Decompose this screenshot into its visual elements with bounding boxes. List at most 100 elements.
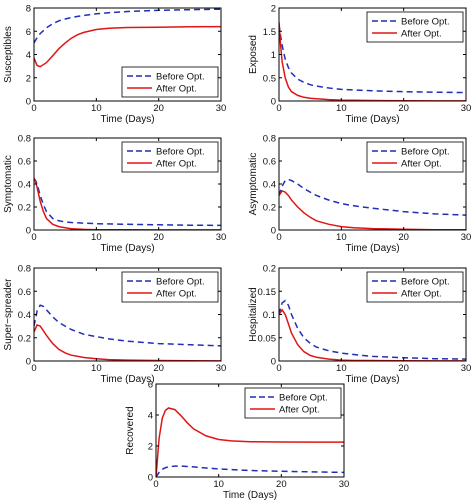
- x-tick-label: 0: [31, 232, 36, 243]
- y-tick-label: 0.4: [18, 310, 31, 321]
- y-tick-label: 0.6: [18, 287, 31, 298]
- recovered-y-axis-label: Recovered: [125, 406, 136, 454]
- x-tick-label: 0: [31, 103, 36, 114]
- susceptibles-y-axis-label: Susceptibles: [3, 26, 14, 83]
- hospitalized-panel: 0 10 20 30 0 0.05 0.1 0.15 0.2 Time (Days) Hospita…: [248, 264, 471, 386]
- after-opt-series-line: [156, 407, 344, 477]
- y-tick-label: 0: [271, 226, 276, 237]
- y-tick-label: 0: [26, 226, 31, 237]
- legend-after-opt-label: After Opt.: [401, 289, 442, 300]
- before-opt-series-line: [279, 299, 466, 360]
- y-tick-label: 0.2: [263, 264, 276, 275]
- x-tick-label: 20: [153, 103, 164, 114]
- y-tick-label: 0.05: [258, 333, 277, 344]
- x-tick-label: 30: [216, 232, 227, 243]
- legend-before-opt-label: Before Opt.: [401, 17, 450, 28]
- y-tick-label: 0.15: [258, 287, 277, 298]
- after-opt-series-line: [34, 177, 221, 230]
- legend: Before Opt.After Opt.: [366, 141, 464, 173]
- y-tick-label: 0.2: [18, 203, 31, 214]
- before-opt-series-line: [279, 178, 466, 216]
- x-tick-label: 20: [398, 363, 409, 374]
- y-tick-label: 0.6: [263, 157, 276, 168]
- exposed-y-axis-label: Exposed: [248, 35, 259, 74]
- before-opt-series-line: [34, 177, 221, 227]
- legend-after-opt-label: After Opt.: [156, 289, 197, 300]
- x-tick-label: 0: [31, 363, 36, 374]
- y-tick-label: 0: [148, 473, 153, 484]
- symptomatic-panel: 0 10 20 30 0 0.2 0.4 0.6 0.8 Time (Days) Symptomat…: [3, 134, 226, 255]
- legend-before-opt-label: Before Opt.: [156, 147, 205, 158]
- legend-before-opt-label: Before Opt.: [156, 72, 205, 83]
- y-tick-label: 0.5: [263, 73, 276, 84]
- legend: Before Opt.After Opt.: [121, 66, 219, 98]
- after-opt-series-line: [279, 308, 466, 361]
- x-tick-label: 30: [461, 232, 472, 243]
- x-axis-label: Time (Days): [100, 374, 154, 385]
- x-tick-label: 10: [336, 363, 347, 374]
- y-tick-label: 2: [271, 4, 276, 15]
- y-tick-label: 0.6: [18, 157, 31, 168]
- x-axis-label: Time (Days): [345, 114, 399, 125]
- x-tick-label: 0: [276, 103, 281, 114]
- y-tick-label: 0: [271, 97, 276, 108]
- x-tick-label: 20: [153, 363, 164, 374]
- super-spreader-panel: 0 10 20 30 0 0.2 0.4 0.6 0.8 Time (Days) Super−spr…: [3, 264, 226, 386]
- x-tick-label: 10: [91, 363, 102, 374]
- after-opt-series-line: [34, 25, 221, 68]
- x-tick-label: 20: [398, 103, 409, 114]
- legend-after-opt-label: After Opt.: [279, 405, 320, 416]
- legend: Before Opt.After Opt.: [366, 11, 464, 43]
- legend-after-opt-label: After Opt.: [156, 84, 197, 95]
- before-opt-series-line: [156, 465, 344, 477]
- x-axis-label: Time (Days): [345, 243, 399, 254]
- y-tick-label: 2: [148, 442, 153, 453]
- y-tick-label: 8: [26, 4, 31, 15]
- x-tick-label: 10: [336, 103, 347, 114]
- after-opt-series-line: [34, 324, 221, 361]
- x-axis-label: Time (Days): [100, 243, 154, 254]
- y-tick-label: 2: [26, 73, 31, 84]
- x-tick-label: 20: [398, 232, 409, 243]
- y-tick-label: 4: [148, 411, 153, 422]
- x-tick-label: 10: [336, 232, 347, 243]
- legend-after-opt-label: After Opt.: [156, 159, 197, 170]
- before-opt-series-line: [34, 8, 221, 44]
- x-tick-label: 10: [91, 232, 102, 243]
- x-tick-label: 0: [276, 232, 281, 243]
- y-tick-label: 0.8: [18, 264, 31, 275]
- x-axis-label: Time (Days): [223, 490, 277, 501]
- x-tick-label: 30: [216, 103, 227, 114]
- legend-after-opt-label: After Opt.: [401, 159, 442, 170]
- x-tick-label: 10: [91, 103, 102, 114]
- super-spreader-y-axis-label: Super−spreader: [3, 278, 14, 351]
- legend: Before Opt.After Opt.: [121, 141, 219, 173]
- x-tick-label: 10: [213, 479, 224, 490]
- y-tick-label: 6: [148, 380, 153, 391]
- legend-before-opt-label: Before Opt.: [401, 277, 450, 288]
- legend: Before Opt.After Opt.: [244, 387, 342, 419]
- legend-before-opt-label: Before Opt.: [401, 147, 450, 158]
- after-opt-series-line: [279, 189, 466, 230]
- x-axis-label: Time (Days): [345, 374, 399, 385]
- y-tick-label: 1.5: [263, 27, 276, 38]
- y-tick-label: 0.4: [18, 180, 31, 191]
- y-tick-label: 0.1: [263, 310, 276, 321]
- y-tick-label: 0.2: [18, 333, 31, 344]
- y-tick-label: 0.8: [18, 134, 31, 145]
- y-tick-label: 6: [26, 27, 31, 38]
- symptomatic-y-axis-label: Symptomatic: [3, 155, 14, 213]
- y-tick-label: 0.2: [263, 203, 276, 214]
- y-tick-label: 4: [26, 50, 31, 61]
- legend-before-opt-label: Before Opt.: [156, 277, 205, 288]
- x-axis-label: Time (Days): [100, 114, 154, 125]
- legend: Before Opt.After Opt.: [121, 271, 219, 303]
- recovered-panel: 0 10 20 30 0 2 4 6 Time (Days) Recovered Before Op…: [125, 380, 349, 502]
- asymptomatic-panel: 0 10 20 30 0 0.2 0.4 0.6 0.8 Time (Days) Asymptoma…: [248, 134, 471, 255]
- y-tick-label: 0: [271, 357, 276, 368]
- legend: Before Opt.After Opt.: [366, 271, 464, 303]
- x-tick-label: 30: [216, 363, 227, 374]
- hospitalized-y-axis-label: Hospitalized: [248, 287, 259, 341]
- asymptomatic-y-axis-label: Asymptomatic: [248, 153, 259, 216]
- y-tick-label: 1: [271, 50, 276, 61]
